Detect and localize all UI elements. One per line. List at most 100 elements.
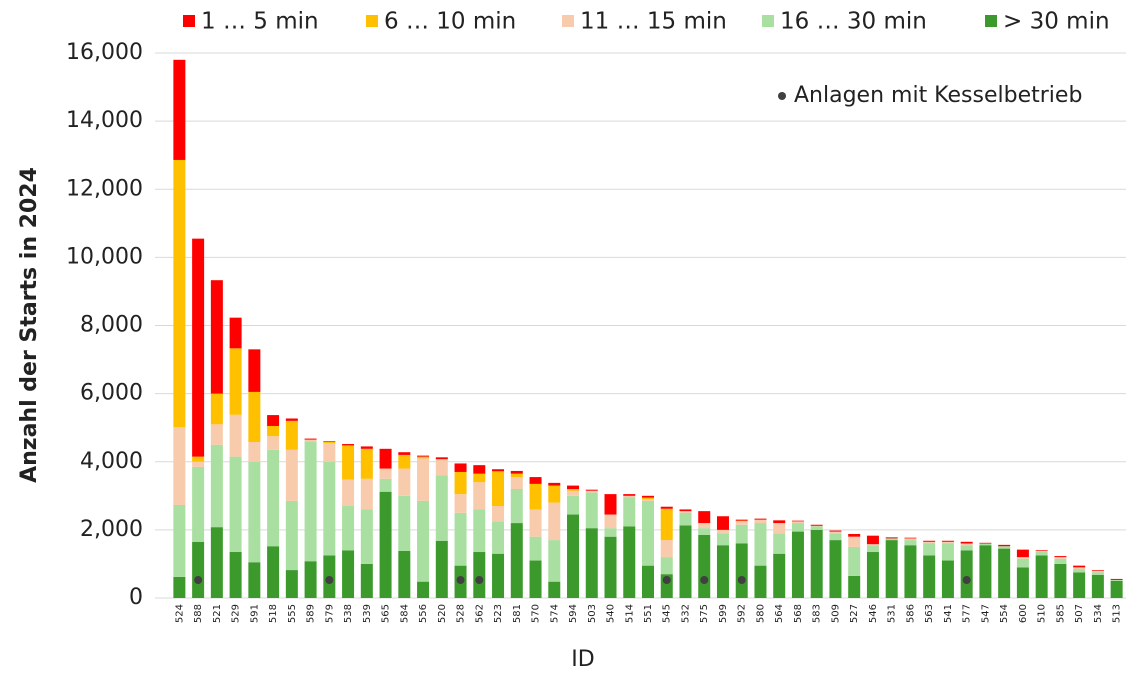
marker-dot [962, 576, 971, 584]
bar-segment [248, 562, 261, 598]
bar-segment [960, 543, 973, 546]
bar-segment [360, 509, 373, 564]
bar-segment [529, 477, 542, 484]
bar-segment [567, 489, 580, 491]
bar-segment [716, 545, 729, 598]
bar-segment [735, 519, 748, 521]
bar-segment [754, 565, 767, 598]
x-axis-title: ID [571, 647, 594, 672]
bar-segment [660, 540, 673, 558]
bar-segment [1110, 579, 1123, 581]
legend-label: 1 … 5 min [201, 9, 319, 35]
bar-segment [754, 523, 767, 566]
bar-segment [885, 538, 898, 541]
legend-label: 16 … 30 min [780, 9, 927, 35]
bar-segment [1016, 549, 1029, 558]
x-tick-label: 539 [362, 604, 373, 623]
bar-segment [866, 544, 879, 546]
bar-segment [304, 441, 317, 562]
legend-swatch [183, 15, 195, 27]
x-tick-label: 574 [549, 604, 560, 623]
bar-segment [923, 541, 936, 544]
bar-segment [1110, 578, 1123, 580]
bar-segment [585, 489, 598, 491]
x-tick-label: 534 [1093, 604, 1104, 623]
y-tick-label: 12,000 [66, 176, 143, 201]
bar-segment [548, 540, 561, 582]
bar-segment [623, 497, 636, 527]
bar-segment [492, 506, 505, 522]
legend-label: 6 … 10 min [384, 9, 516, 35]
x-tick-label: 565 [381, 604, 392, 623]
bar-segment [829, 540, 842, 598]
legend-label: Anlagen mit Kesselbetrieb [794, 83, 1082, 108]
bar-segment [1016, 557, 1029, 559]
bar-segment [923, 543, 936, 556]
marker-dot [700, 576, 709, 584]
y-tick-label: 4,000 [80, 449, 143, 474]
bar-segment [979, 542, 992, 544]
bar-segment [248, 391, 261, 442]
x-tick-label: 524 [174, 604, 185, 623]
bar-segment [904, 538, 917, 541]
x-tick-label: 581 [512, 604, 523, 623]
bar-segment [510, 477, 523, 489]
bar-segment [473, 473, 486, 483]
bar-segment [398, 495, 411, 551]
bar-segment [229, 456, 242, 553]
bar-segment [567, 485, 580, 489]
x-tick-label: 514 [624, 604, 635, 623]
bar-segment [716, 533, 729, 546]
x-tick-label: 529 [231, 604, 242, 623]
bar-segment [210, 424, 223, 445]
x-tick-label: 513 [1112, 604, 1123, 623]
bar-segment [435, 459, 448, 461]
bar-segment [998, 548, 1011, 598]
bar-segment [304, 438, 317, 440]
bar-segment [248, 461, 261, 563]
bar-segment [623, 495, 636, 498]
bar-segment [229, 552, 242, 598]
bar-segment [998, 544, 1011, 547]
bar-segment [791, 520, 804, 522]
marker-dot [475, 576, 484, 584]
x-tick-label: 528 [456, 604, 467, 623]
marker-dot [456, 576, 465, 584]
bar-segment [229, 348, 242, 415]
bar-segment [173, 159, 186, 428]
bar-segment [173, 427, 186, 506]
bar-segment [1054, 563, 1067, 598]
x-tick-label: 546 [868, 604, 879, 623]
x-tick-label: 591 [249, 604, 260, 623]
bar-segment [379, 448, 392, 469]
bar-segment [267, 449, 280, 547]
marker-dot [662, 576, 671, 584]
y-tick-label: 6,000 [80, 381, 143, 406]
bar-segment [698, 523, 711, 529]
x-tick-label: 575 [699, 604, 710, 623]
bar-segment [285, 500, 298, 571]
bar-segment [829, 533, 842, 541]
bar-segment [529, 536, 542, 561]
bar-segment [210, 393, 223, 425]
bar-segment [435, 460, 448, 476]
bar-segment [435, 475, 448, 541]
bar-segment [998, 546, 1011, 549]
bar-segment [398, 550, 411, 598]
x-tick-label: 555 [287, 604, 298, 623]
bar-segment [679, 511, 692, 513]
bar-segment [248, 349, 261, 392]
bar-segment [660, 508, 673, 541]
bar-segment [417, 455, 430, 457]
bar-segment [435, 457, 448, 460]
bar-segment [773, 553, 786, 598]
bar-segment [267, 415, 280, 426]
legend-swatch [762, 15, 774, 27]
bar-segment [866, 535, 879, 545]
bar-segment [585, 490, 598, 493]
bar-segment [304, 439, 317, 442]
bar-segment [1073, 565, 1086, 568]
x-tick-label: 585 [1055, 604, 1066, 623]
bar-segment [342, 445, 355, 480]
bar-segment [679, 509, 692, 512]
